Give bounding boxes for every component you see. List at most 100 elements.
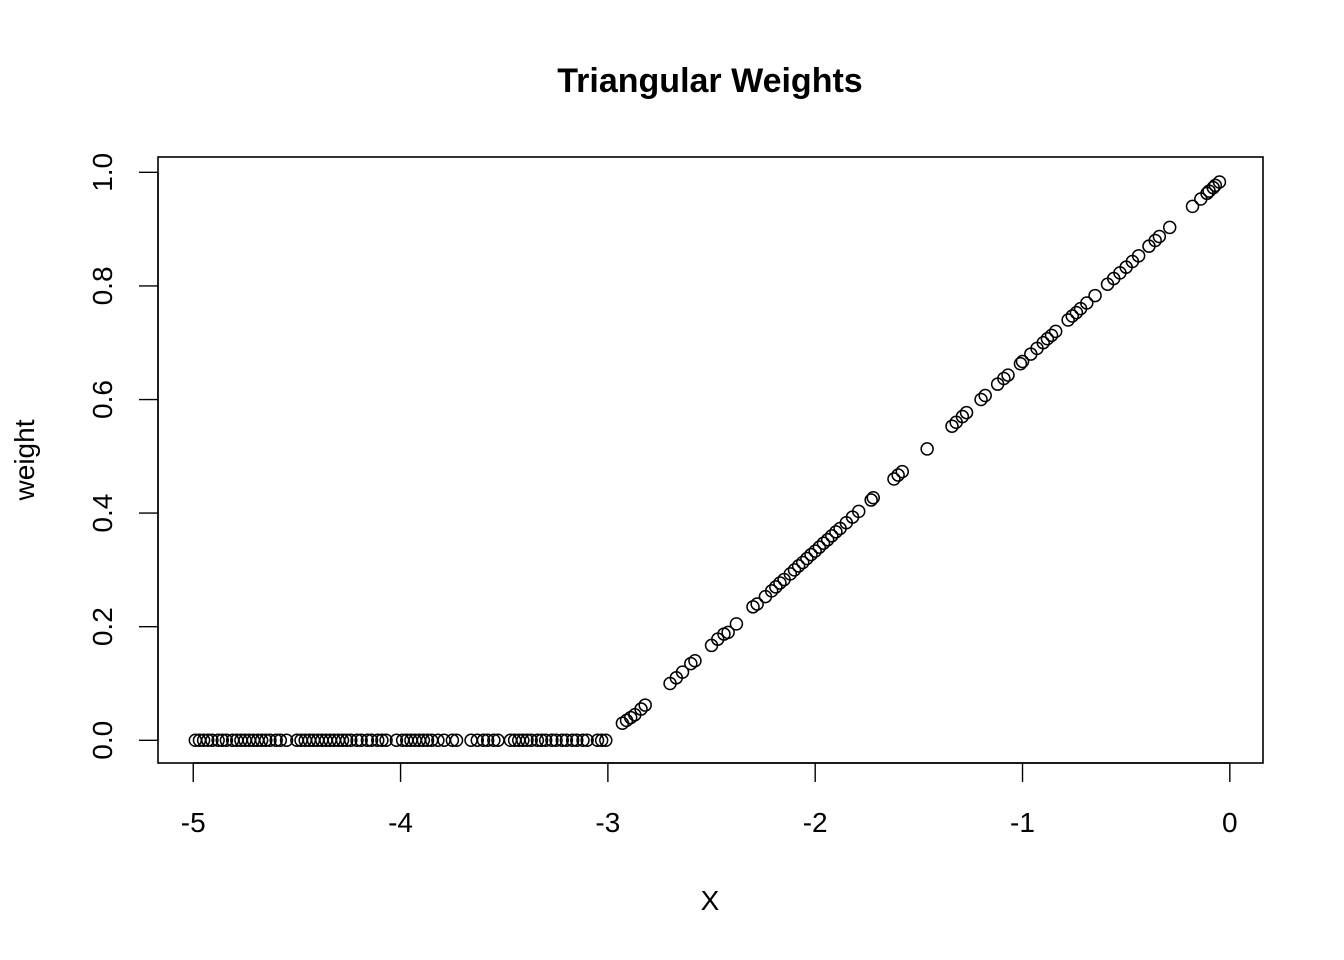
data-point (769, 580, 783, 594)
data-point (344, 733, 358, 748)
data-point (273, 733, 288, 748)
x-axis-label: X (701, 885, 720, 916)
data-point (825, 529, 839, 543)
data-point (219, 733, 234, 748)
data-point (791, 559, 806, 573)
data-point (555, 733, 570, 748)
data-point (851, 504, 866, 519)
data-point (487, 733, 501, 748)
data-point (476, 733, 491, 748)
data-point (431, 733, 445, 748)
data-point (746, 600, 760, 614)
x-tick-label: -3 (595, 807, 620, 838)
data-point (538, 733, 553, 748)
data-point (887, 472, 901, 486)
data-point (1148, 233, 1162, 248)
y-axis: 0.0 0.2 0.4 0.6 0.8 1.0 (87, 153, 159, 760)
data-point (354, 733, 368, 748)
y-axis-label: weight (9, 419, 40, 501)
data-point (211, 733, 225, 748)
data-point (1212, 175, 1227, 189)
data-point (1036, 335, 1050, 350)
data-point (615, 716, 630, 730)
data-point (864, 493, 878, 507)
data-point (955, 409, 970, 424)
data-point (1185, 199, 1200, 214)
data-point (350, 733, 364, 748)
data-point (335, 733, 350, 748)
data-point (599, 733, 613, 748)
data-point (1048, 324, 1063, 339)
data-point (997, 371, 1011, 386)
y-tick-label: 0.6 (87, 380, 118, 419)
data-point (634, 702, 648, 716)
data-point (1208, 178, 1223, 193)
data-point (1088, 288, 1102, 303)
data-point (524, 733, 538, 748)
data-point (920, 442, 934, 456)
data-point (420, 733, 435, 748)
x-tick-label: -5 (181, 807, 206, 838)
data-point (445, 733, 460, 748)
data-point (688, 654, 702, 668)
data-point (675, 665, 690, 679)
data-point (1065, 309, 1080, 323)
data-point (364, 733, 379, 748)
data-point (796, 555, 810, 570)
chart-title: Triangular Weights (557, 62, 862, 100)
data-point (866, 491, 880, 505)
data-point (263, 733, 277, 748)
y-tick-label: 0.8 (87, 266, 118, 305)
data-point (1040, 331, 1055, 346)
data-point (480, 733, 495, 748)
data-point (389, 733, 404, 748)
data-point (534, 733, 549, 748)
data-point (773, 576, 787, 590)
data-point (978, 388, 992, 403)
data-point (945, 419, 959, 433)
x-tick-label: -2 (803, 807, 828, 838)
data-point (1061, 313, 1075, 327)
data-point (594, 733, 609, 748)
data-point (959, 405, 974, 420)
data-point (729, 617, 744, 631)
data-point (470, 733, 485, 748)
data-point (360, 733, 375, 748)
data-point (549, 733, 563, 748)
data-point (800, 551, 814, 566)
data-point (820, 533, 835, 547)
data-point (254, 733, 269, 748)
data-point (1152, 229, 1167, 244)
data-point (812, 540, 827, 554)
data-point (1001, 368, 1015, 382)
data-point (570, 733, 584, 748)
data-point (559, 733, 574, 748)
data-point (259, 733, 273, 748)
y-tick-label: 0.4 (87, 494, 118, 533)
data-point (530, 733, 545, 748)
data-point (576, 733, 590, 748)
data-point (638, 698, 652, 712)
x-axis: -5 -4 -3 -2 -1 0 (181, 762, 1238, 838)
y-tick-label: 0.0 (87, 721, 118, 760)
data-point (750, 597, 764, 611)
data-point (379, 733, 393, 748)
y-tick-label: 1.0 (87, 153, 118, 192)
data-point (205, 733, 219, 748)
data-point (201, 733, 215, 748)
data-point (375, 733, 389, 748)
data-point (1069, 305, 1084, 320)
data-point (829, 525, 843, 539)
data-point (764, 584, 779, 598)
data-point (1131, 249, 1146, 263)
data-point (590, 733, 605, 748)
data-point (619, 713, 634, 728)
data-point (516, 733, 530, 748)
data-point (804, 547, 818, 562)
data-point (721, 625, 735, 640)
y-tick-label: 0.2 (87, 607, 118, 646)
data-point (545, 733, 559, 748)
data-point (1044, 328, 1059, 343)
data-point (623, 710, 638, 725)
